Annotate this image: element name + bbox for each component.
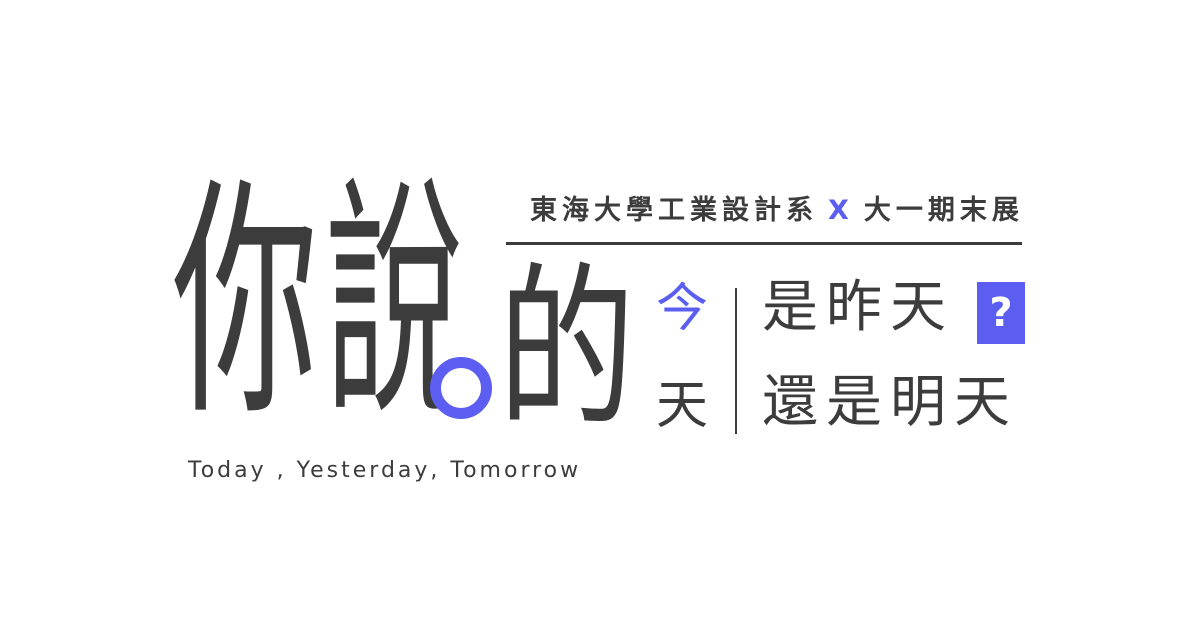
phrase-line-2: 還是明天: [762, 370, 1018, 435]
english-tagline: Today , Yesterday, Tomorrow: [188, 458, 582, 483]
subtitle-separator: X: [828, 195, 854, 226]
vertical-divider: [735, 288, 737, 434]
question-badge: ?: [977, 282, 1025, 344]
title-char-ni: 你: [172, 157, 319, 450]
subtitle-school: 東海大學工業設計系: [530, 195, 818, 226]
question-mark-icon: ?: [989, 290, 1013, 336]
title-char-de: 的: [498, 247, 636, 452]
phrase-line-1: 是昨天: [762, 275, 954, 340]
blue-ring-icon: [430, 357, 492, 419]
side-char-jin: 今: [656, 279, 709, 339]
divider-line: [506, 242, 1022, 245]
subtitle: 東海大學工業設計系 X 大一期末展: [530, 188, 1025, 227]
side-char-tian: 天: [656, 376, 709, 436]
subtitle-event: 大一期末展: [863, 195, 1024, 226]
